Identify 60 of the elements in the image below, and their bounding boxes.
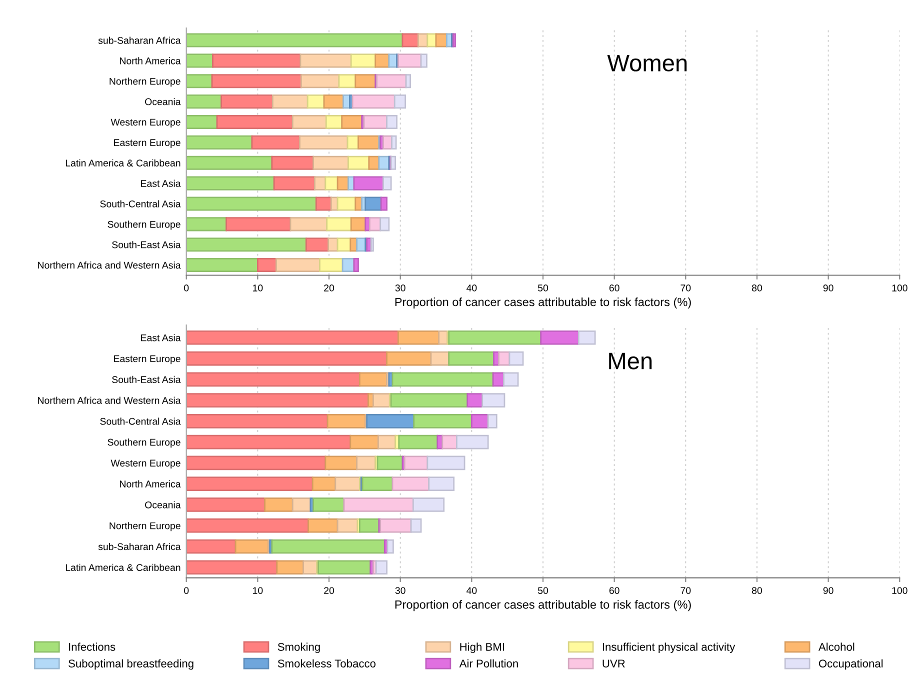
x-tick-label: 50 [538, 284, 548, 292]
legend-label: UVR [602, 660, 625, 668]
legend-label: Air Pollution [459, 659, 518, 668]
x-tick-label: 20 [324, 284, 334, 292]
x-tick-label: 70 [680, 284, 691, 292]
legend-label: Suboptimal breastfeeding [68, 659, 194, 670]
x-tick-label: 60 [609, 284, 620, 292]
y-tick-label: East Asia [141, 334, 181, 342]
y-tick-label: Western Europe [110, 460, 180, 468]
legend-label: High BMI [460, 642, 504, 654]
y-tick-label: Northern Europe [110, 522, 180, 532]
x-tick-label: 60 [609, 587, 620, 594]
x-tick-label: 30 [395, 587, 406, 594]
legend-label: Smokeless Tobacco [278, 659, 376, 668]
x-tick-label: 20 [324, 587, 334, 594]
legend-label: Occupational [818, 659, 883, 670]
text: Women [607, 54, 687, 72]
x-tick-label: 50 [538, 587, 548, 594]
x-tick-label: 0 [184, 284, 189, 292]
y-tick-label: Southern Europe [108, 438, 180, 448]
y-tick-label: sub-Saharan Africa [98, 542, 181, 550]
y-tick-label: Latin America & Caribbean [66, 159, 180, 166]
y-tick-label: Latin America & Caribbean [66, 564, 180, 571]
legend-label: Infections [69, 642, 116, 651]
x-tick-label: 10 [253, 284, 263, 292]
y-tick-label: Eastern Europe [114, 355, 180, 364]
y-tick-label: North America [120, 57, 181, 64]
x-axis-title: Proportion of cancer cases attributable to risk factors (%) [395, 600, 691, 612]
y-tick-label: East Asia [141, 180, 181, 187]
x-tick-label: 90 [823, 284, 834, 292]
x-tick-label: 40 [466, 284, 477, 292]
y-tick-label: Southern Europe [108, 220, 180, 230]
x-tick-label: 40 [466, 587, 477, 594]
y-tick-label: Northern Africa and Western Asia [38, 396, 181, 404]
y-tick-label: Western Europe [110, 118, 180, 128]
y-tick-label: South-Central Asia [100, 418, 181, 425]
y-tick-label: South-Central Asia [100, 200, 181, 208]
y-tick-label: Eastern Europe [114, 139, 180, 148]
x-tick-label: 80 [752, 284, 762, 292]
y-tick-label: Northern Africa and Western Asia [38, 262, 181, 269]
x-tick-label: 80 [752, 587, 762, 594]
legend-label: Smoking [278, 642, 320, 654]
x-tick-label: 100 [892, 587, 908, 594]
y-tick-label: South-East Asia [112, 241, 181, 248]
x-tick-label: 70 [680, 587, 691, 594]
y-tick-label: Oceania [145, 98, 181, 106]
legend-label: Alcohol [818, 642, 854, 651]
x-axis-title: Proportion of cancer cases attributable to risk factors (%) [395, 298, 691, 309]
y-tick-label: Oceania [145, 501, 181, 508]
x-tick-label: 0 [184, 587, 189, 594]
x-tick-label: 10 [253, 587, 263, 594]
y-tick-label: sub-Saharan Africa [98, 36, 181, 44]
y-tick-label: South-East Asia [112, 376, 181, 384]
x-tick-label: 90 [823, 587, 834, 594]
y-tick-label: North America [120, 480, 181, 488]
legend-label: Insufficient physical activity [602, 642, 736, 654]
text: Men [609, 352, 652, 370]
y-tick-label: Northern Europe [110, 78, 180, 87]
x-tick-label: 100 [892, 284, 908, 292]
x-tick-label: 30 [395, 284, 406, 292]
